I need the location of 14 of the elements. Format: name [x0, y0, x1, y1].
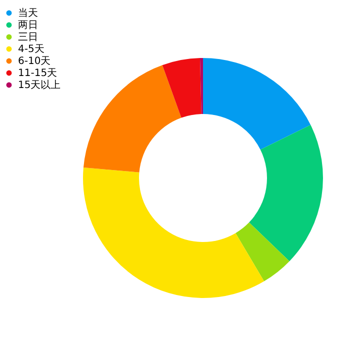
legend-label: 6-10天	[18, 56, 51, 67]
donut-slice	[83, 65, 182, 172]
legend-label: 当天	[18, 7, 38, 19]
legend-label: 两日	[18, 20, 38, 31]
donut-slice	[162, 58, 202, 118]
legend-label: 15天以上	[18, 79, 61, 91]
legend-label: 4-5天	[18, 44, 44, 55]
donut-slice	[236, 222, 290, 282]
donut-slice	[203, 58, 311, 150]
donut-slice	[83, 167, 264, 298]
donut-slice	[249, 124, 323, 262]
legend-label: 11-15天	[18, 68, 58, 79]
donut-slice	[200, 58, 203, 114]
legend-label: 三日	[18, 32, 38, 43]
